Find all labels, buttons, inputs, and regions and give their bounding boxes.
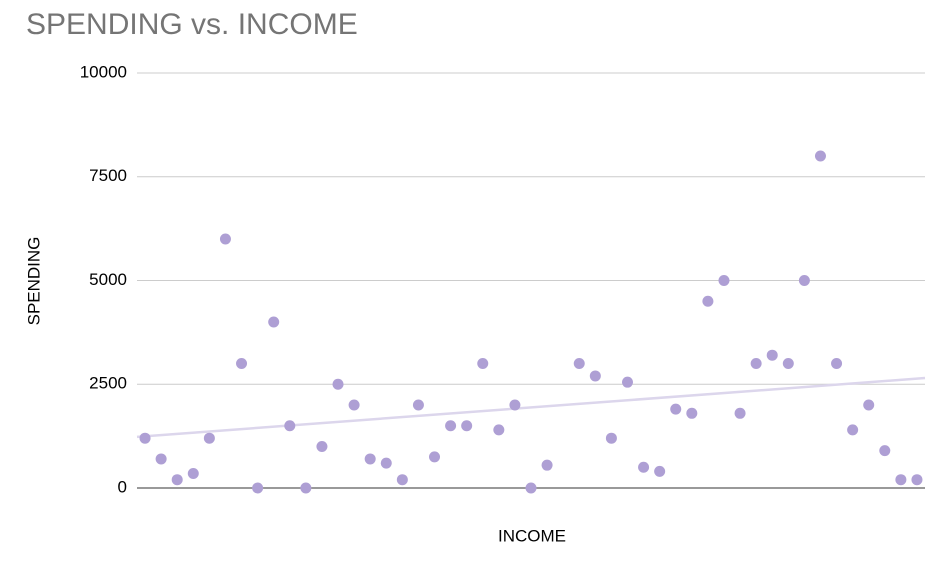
point (589, 370, 601, 382)
y-tick-label: 0 (118, 477, 127, 496)
point (380, 457, 392, 469)
point (718, 275, 730, 286)
point (638, 461, 650, 473)
point (670, 403, 682, 415)
point (798, 275, 810, 286)
point (814, 150, 826, 162)
point (525, 482, 537, 494)
point (300, 482, 312, 494)
y-tick-label: 2500 (89, 374, 127, 393)
point (332, 378, 344, 390)
point (541, 459, 553, 471)
point (364, 453, 376, 465)
point (573, 358, 585, 369)
point (316, 441, 328, 452)
point (252, 482, 264, 494)
point (348, 399, 360, 411)
point (155, 453, 167, 465)
point (187, 467, 199, 479)
point (895, 474, 907, 486)
point (911, 474, 923, 486)
point (236, 358, 248, 369)
y-tick-label: 5000 (89, 270, 127, 289)
point (734, 407, 746, 419)
point (493, 424, 505, 436)
x-axis-label: INCOME (498, 526, 566, 545)
point (203, 432, 215, 444)
point (445, 420, 457, 432)
point (412, 399, 424, 411)
point (750, 358, 762, 369)
point (654, 465, 666, 477)
point (139, 432, 151, 444)
point (621, 376, 633, 388)
point (461, 420, 473, 432)
chart-title: SPENDING vs. INCOME (26, 8, 358, 41)
point (847, 424, 859, 436)
point (605, 432, 617, 444)
point (396, 474, 408, 486)
y-tick-label: 7500 (89, 166, 127, 185)
point (702, 295, 714, 307)
point (879, 445, 891, 457)
y-tick-label: 10000 (80, 62, 127, 81)
point (509, 399, 521, 411)
point (863, 399, 875, 411)
trendline (136, 376, 926, 439)
point (477, 358, 489, 369)
point (766, 349, 778, 361)
y-axis-label: SPENDING (24, 237, 43, 326)
point (284, 420, 296, 432)
point (171, 474, 183, 486)
point (831, 358, 843, 369)
point (686, 407, 698, 419)
point (429, 451, 441, 463)
point (782, 358, 794, 369)
point (268, 316, 280, 328)
point (219, 233, 231, 245)
